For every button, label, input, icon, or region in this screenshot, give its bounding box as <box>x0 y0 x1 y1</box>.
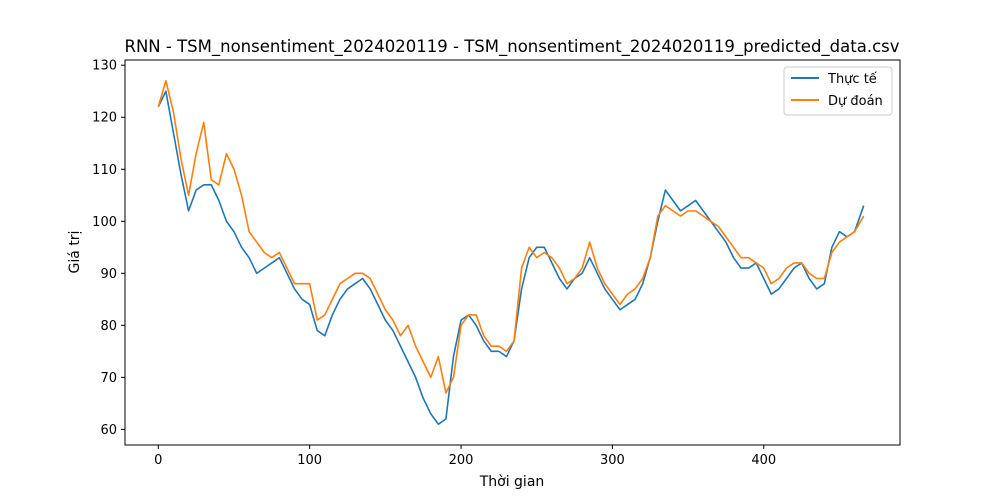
y-tick-label: 130 <box>92 59 117 74</box>
y-axis-label: Giá trị <box>67 231 83 274</box>
x-axis-label: Thời gian <box>479 474 545 490</box>
y-tick-label: 110 <box>92 163 117 178</box>
plot-frame <box>124 59 901 446</box>
x-tick-label: 400 <box>751 453 776 468</box>
series-line-actual <box>157 90 865 425</box>
y-tick-label: 90 <box>100 267 117 282</box>
legend-label-actual: Thực tế <box>827 72 877 87</box>
series-line-predicted <box>157 80 865 394</box>
y-tick-label: 100 <box>92 215 117 230</box>
y-tick-label: 120 <box>92 111 117 126</box>
legend: Thực tế Dự đoán <box>783 66 893 116</box>
y-tick-label: 80 <box>100 319 117 334</box>
x-tick-label: 200 <box>449 453 474 468</box>
legend-label-predicted: Dự đoán <box>828 94 883 109</box>
y-tick-label: 60 <box>100 423 117 438</box>
y-tick-label: 70 <box>100 371 117 386</box>
x-tick-label: 100 <box>297 453 322 468</box>
chart-title: RNN - TSM_nonsentiment_2024020119 - TSM_… <box>124 37 899 57</box>
y-axis: 60 70 80 90 100 110 120 130 <box>92 59 125 438</box>
x-tick-label: 0 <box>154 453 162 468</box>
x-axis: 0 100 200 300 400 <box>154 445 776 468</box>
plot-lines <box>157 80 865 425</box>
x-tick-label: 300 <box>600 453 625 468</box>
